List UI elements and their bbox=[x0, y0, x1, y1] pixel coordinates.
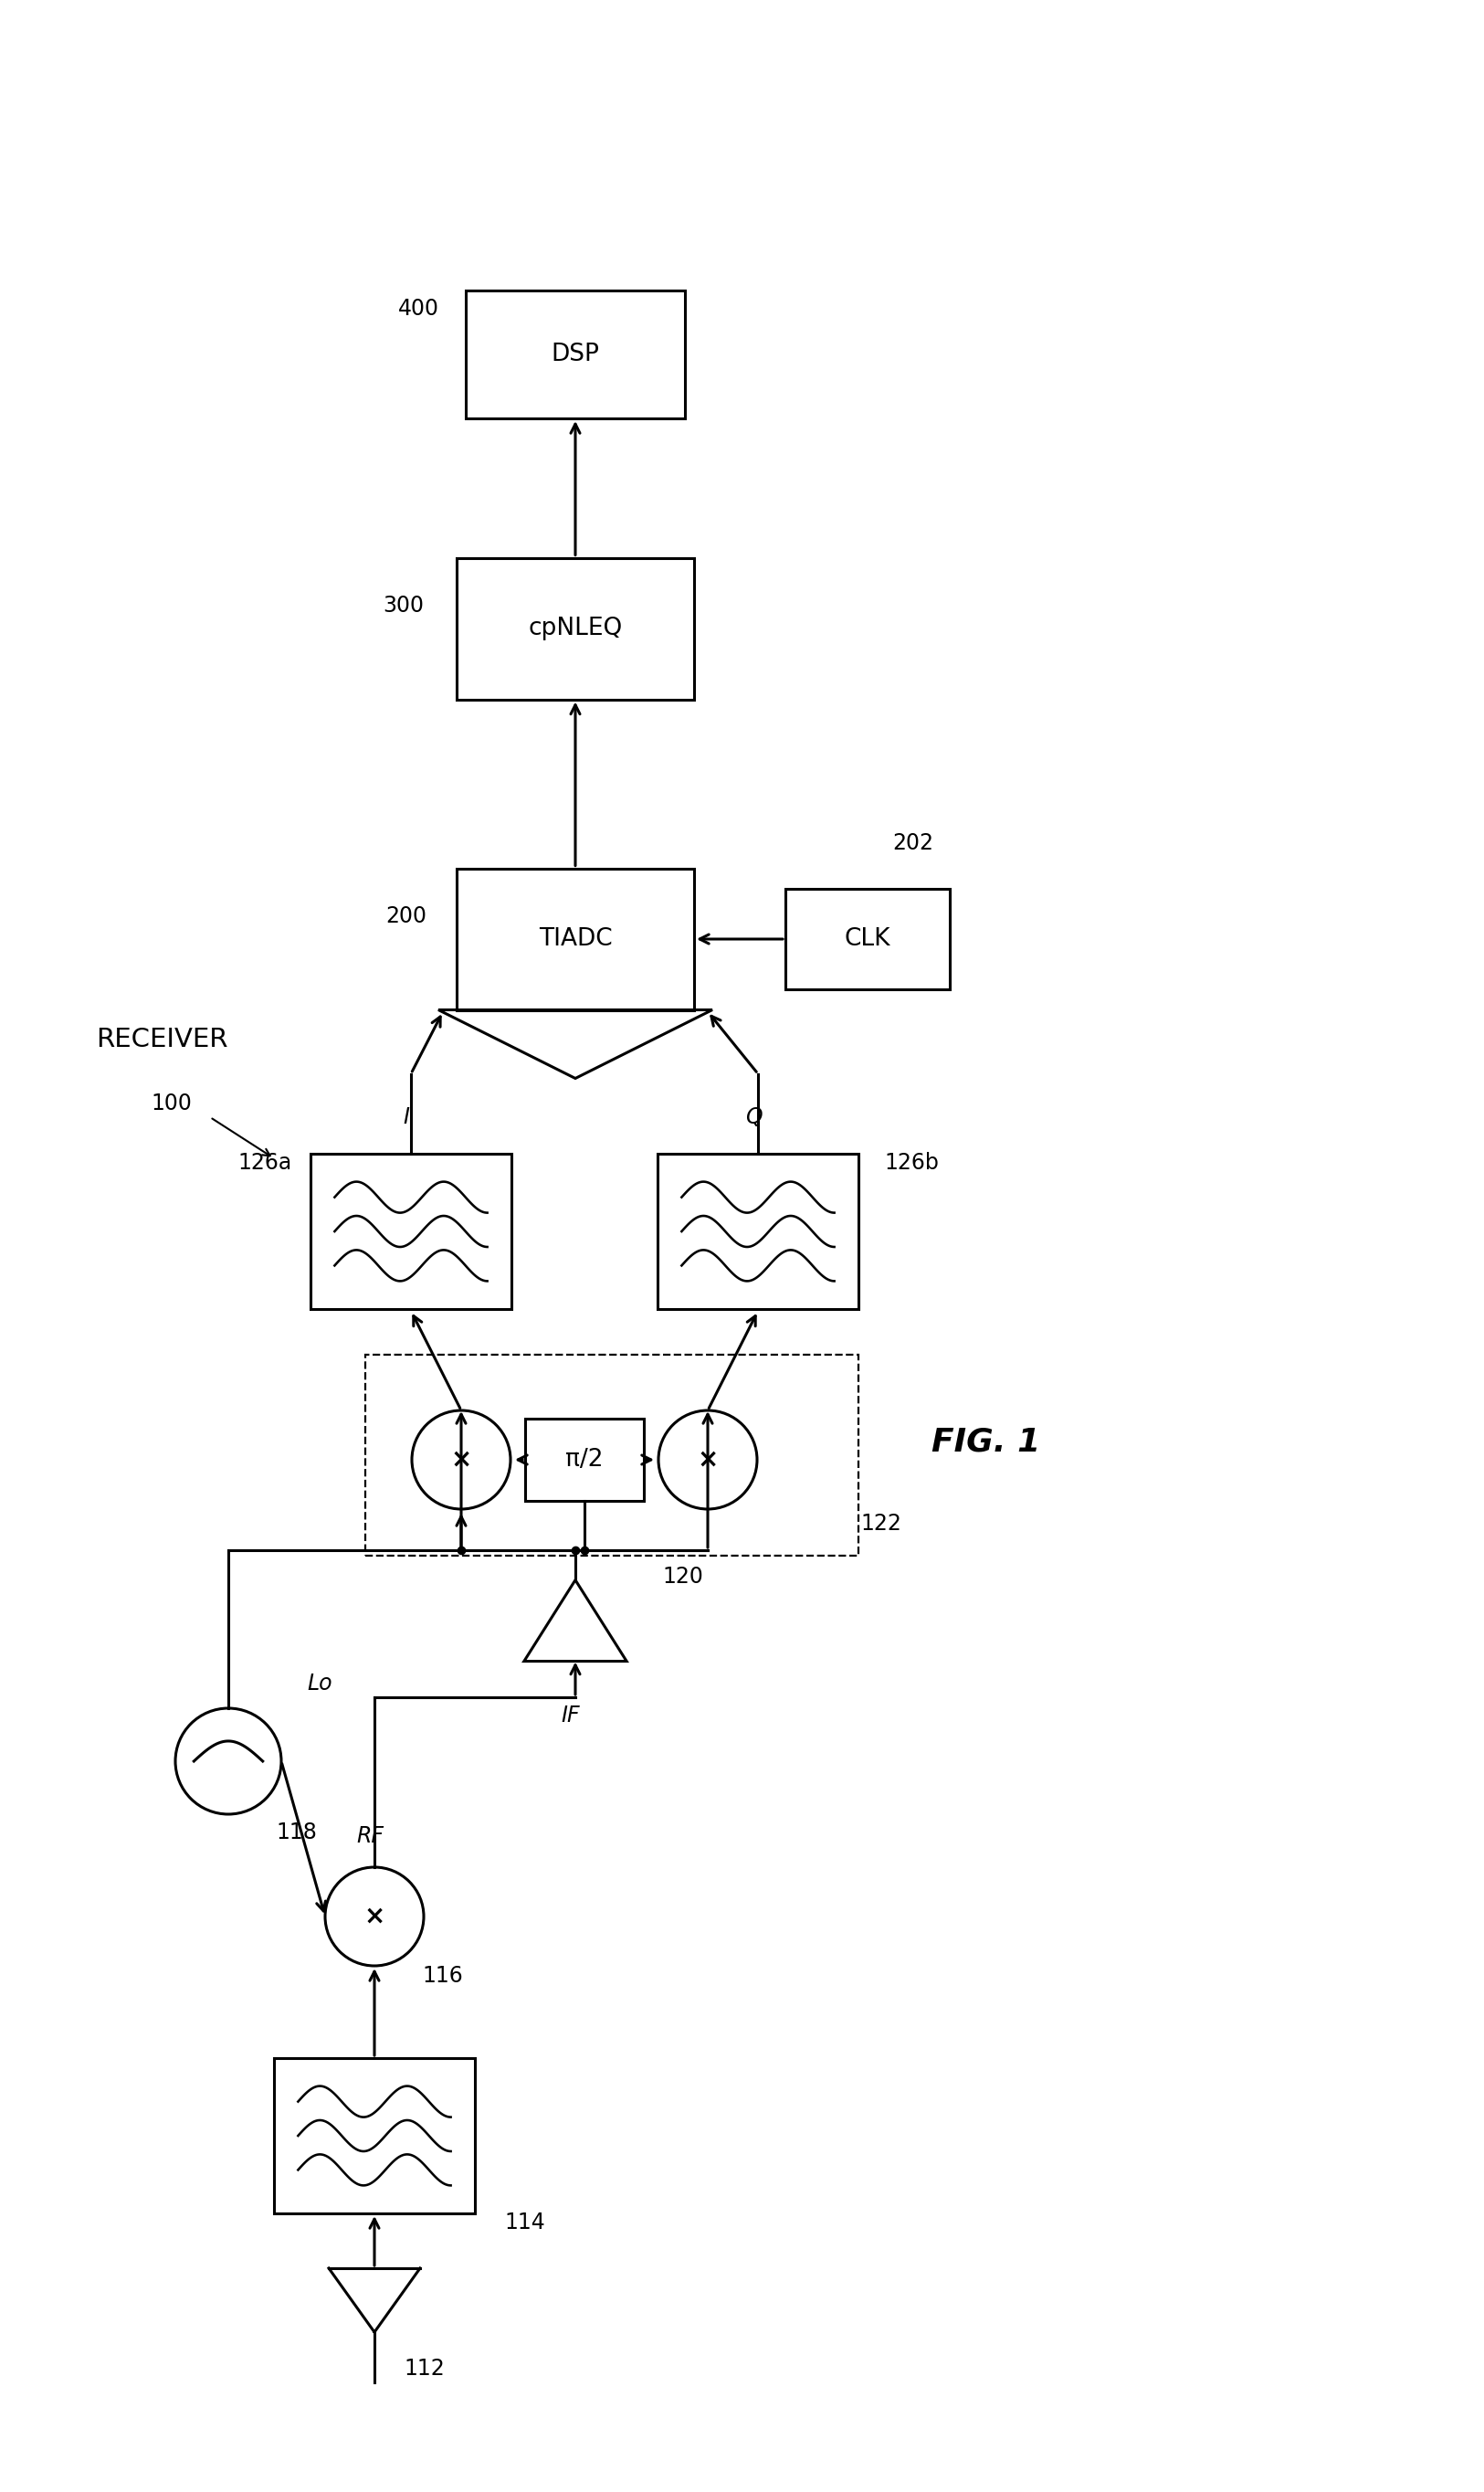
Text: I: I bbox=[404, 1106, 410, 1129]
Bar bbox=[525, 1418, 644, 1500]
Text: CLK: CLK bbox=[844, 927, 890, 952]
Text: ×: × bbox=[451, 1448, 472, 1473]
Bar bbox=[466, 292, 686, 419]
Text: 120: 120 bbox=[662, 1565, 703, 1587]
Text: π/2: π/2 bbox=[565, 1448, 604, 1473]
Text: 112: 112 bbox=[404, 2357, 445, 2380]
Text: 100: 100 bbox=[151, 1091, 191, 1114]
Text: 118: 118 bbox=[276, 1822, 318, 1844]
Bar bbox=[657, 1154, 858, 1308]
Text: 126b: 126b bbox=[884, 1151, 939, 1174]
Text: 116: 116 bbox=[423, 1964, 463, 1986]
Text: 200: 200 bbox=[386, 905, 427, 927]
Bar bbox=[457, 558, 695, 700]
Bar bbox=[275, 2058, 475, 2213]
Text: cpNLEQ: cpNLEQ bbox=[528, 616, 622, 640]
Text: TIADC: TIADC bbox=[539, 927, 613, 952]
Text: RF: RF bbox=[356, 1824, 383, 1847]
Text: RECEIVER: RECEIVER bbox=[96, 1027, 229, 1052]
Text: ×: × bbox=[364, 1904, 384, 1929]
Text: Lo: Lo bbox=[307, 1672, 332, 1695]
Text: 300: 300 bbox=[383, 596, 424, 616]
Text: ×: × bbox=[697, 1448, 718, 1473]
Text: Q: Q bbox=[745, 1106, 761, 1129]
Bar bbox=[365, 1356, 858, 1555]
Bar bbox=[457, 867, 695, 1009]
Text: 202: 202 bbox=[893, 832, 933, 855]
Text: IF: IF bbox=[561, 1705, 580, 1727]
Text: 400: 400 bbox=[398, 299, 439, 319]
Text: 114: 114 bbox=[505, 2210, 546, 2233]
Bar bbox=[785, 890, 950, 989]
Text: FIG. 1: FIG. 1 bbox=[932, 1425, 1040, 1458]
Text: DSP: DSP bbox=[551, 341, 600, 366]
Text: 122: 122 bbox=[861, 1513, 902, 1535]
Text: 126a: 126a bbox=[237, 1151, 292, 1174]
Bar bbox=[310, 1154, 512, 1308]
